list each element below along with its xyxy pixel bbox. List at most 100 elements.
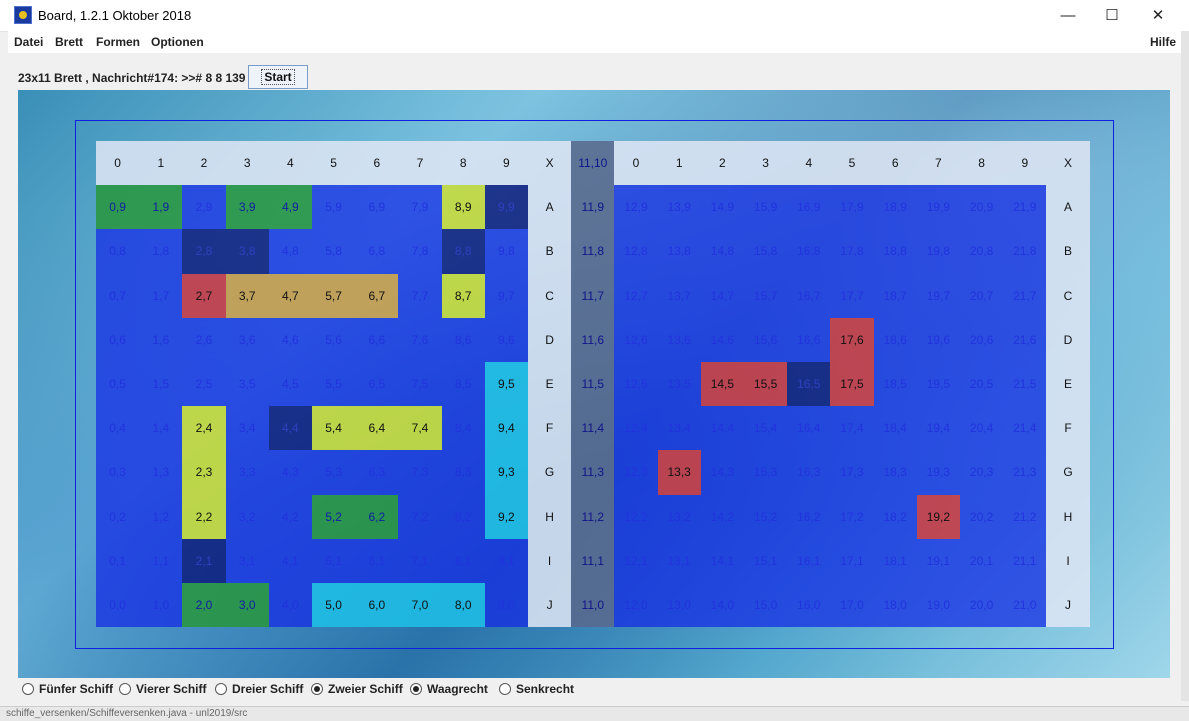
board-cell[interactable]: 21,2 <box>1003 494 1047 539</box>
board-cell[interactable]: 5,8 <box>312 229 356 274</box>
board-cell[interactable]: 7,2 <box>398 494 442 539</box>
board-cell[interactable]: 20,6 <box>960 317 1004 362</box>
board-cell[interactable]: 6,2 <box>355 494 399 539</box>
board-cell[interactable]: 19,0 <box>916 583 960 628</box>
board-cell[interactable]: 17,6 <box>830 317 874 362</box>
board-cell[interactable]: 15,1 <box>744 538 788 583</box>
board-cell[interactable]: 1,1 <box>139 538 183 583</box>
board-cell[interactable]: 21,7 <box>1003 273 1047 318</box>
board-cell[interactable]: 14,9 <box>700 185 744 230</box>
option-fuenfer-schiff[interactable]: Fünfer Schiff <box>22 682 113 696</box>
board-cell[interactable]: 2,1 <box>182 538 226 583</box>
board-cell[interactable]: 2,9 <box>182 185 226 230</box>
board-cell[interactable]: 5,9 <box>312 185 356 230</box>
radio-vierer[interactable] <box>119 683 131 695</box>
board-cell[interactable]: 21,9 <box>1003 185 1047 230</box>
board-cell[interactable]: 15,7 <box>744 273 788 318</box>
board-cell[interactable]: 4,1 <box>268 538 312 583</box>
board-cell[interactable]: 7,4 <box>398 406 442 451</box>
board-cell[interactable]: 1,7 <box>139 273 183 318</box>
board-cell[interactable]: 8,9 <box>441 185 485 230</box>
board-cell[interactable]: 20,9 <box>960 185 1004 230</box>
board-cell[interactable]: 20,1 <box>960 538 1004 583</box>
board-cell[interactable]: 1,5 <box>139 362 183 407</box>
option-dreier-schiff[interactable]: Dreier Schiff <box>215 682 303 696</box>
board-cell[interactable]: 9,9 <box>484 185 528 230</box>
board-cell[interactable]: 15,6 <box>744 317 788 362</box>
board-cell[interactable]: 13,5 <box>657 362 701 407</box>
board-cell[interactable]: 0,3 <box>96 450 140 495</box>
board-cell[interactable]: 3,8 <box>225 229 269 274</box>
board-cell[interactable]: 13,4 <box>657 406 701 451</box>
board-cell[interactable]: 5,3 <box>312 450 356 495</box>
board-cell[interactable]: 16,0 <box>787 583 831 628</box>
board-cell[interactable]: 7,8 <box>398 229 442 274</box>
board-cell[interactable]: 17,0 <box>830 583 874 628</box>
board-cell[interactable]: 16,4 <box>787 406 831 451</box>
board-cell[interactable]: 20,2 <box>960 494 1004 539</box>
board-cell[interactable]: 15,2 <box>744 494 788 539</box>
board-cell[interactable]: 3,5 <box>225 362 269 407</box>
board-cell[interactable]: 5,0 <box>312 583 356 628</box>
board-cell[interactable]: 15,4 <box>744 406 788 451</box>
option-vierer-schiff[interactable]: Vierer Schiff <box>119 682 206 696</box>
board-cell[interactable]: 12,2 <box>614 494 658 539</box>
board-cell[interactable]: 9,2 <box>484 494 528 539</box>
board-cell[interactable]: 9,1 <box>484 538 528 583</box>
board-cell[interactable]: 19,4 <box>916 406 960 451</box>
board-cell[interactable]: 15,8 <box>744 229 788 274</box>
board-cell[interactable]: 16,6 <box>787 317 831 362</box>
board-cell[interactable]: 19,7 <box>916 273 960 318</box>
board-cell[interactable]: 18,3 <box>873 450 917 495</box>
maximize-button[interactable]: ☐ <box>1105 7 1119 24</box>
menu-hilfe[interactable]: Hilfe <box>1150 35 1177 49</box>
board-cell[interactable]: 18,9 <box>873 185 917 230</box>
board-cell[interactable]: 8,3 <box>441 450 485 495</box>
board-cell[interactable]: 18,2 <box>873 494 917 539</box>
menu-formen[interactable]: Formen <box>96 35 141 49</box>
board-cell[interactable]: 12,3 <box>614 450 658 495</box>
minimize-button[interactable]: — <box>1060 7 1076 24</box>
board-cell[interactable]: 2,2 <box>182 494 226 539</box>
board-cell[interactable]: 8,0 <box>441 583 485 628</box>
board-cell[interactable]: 17,1 <box>830 538 874 583</box>
board-cell[interactable]: 15,3 <box>744 450 788 495</box>
scrollbar-right[interactable] <box>1181 31 1189 701</box>
board-cell[interactable]: 2,5 <box>182 362 226 407</box>
board-cell[interactable]: 14,0 <box>700 583 744 628</box>
board-cell[interactable]: 3,6 <box>225 317 269 362</box>
board-cell[interactable]: 8,2 <box>441 494 485 539</box>
board-cell[interactable]: 13,3 <box>657 450 701 495</box>
board-cell[interactable]: 12,7 <box>614 273 658 318</box>
board-cell[interactable]: 16,3 <box>787 450 831 495</box>
board-cell[interactable]: 14,1 <box>700 538 744 583</box>
board-cell[interactable]: 6,4 <box>355 406 399 451</box>
board-cell[interactable]: 15,5 <box>744 362 788 407</box>
board-cell[interactable]: 4,8 <box>268 229 312 274</box>
board-cell[interactable]: 12,0 <box>614 583 658 628</box>
board-cell[interactable]: 7,5 <box>398 362 442 407</box>
board-cell[interactable]: 21,3 <box>1003 450 1047 495</box>
board-cell[interactable]: 3,9 <box>225 185 269 230</box>
board-cell[interactable]: 14,6 <box>700 317 744 362</box>
option-zweier-schiff[interactable]: Zweier Schiff <box>311 682 403 696</box>
board-cell[interactable]: 19,2 <box>916 494 960 539</box>
board-cell[interactable]: 4,3 <box>268 450 312 495</box>
board-cell[interactable]: 3,7 <box>225 273 269 318</box>
radio-waagrecht[interactable] <box>410 683 422 695</box>
board-cell[interactable]: 17,4 <box>830 406 874 451</box>
board-cell[interactable]: 1,0 <box>139 583 183 628</box>
board-cell[interactable]: 15,9 <box>744 185 788 230</box>
board-cell[interactable]: 18,4 <box>873 406 917 451</box>
board-cell[interactable]: 19,9 <box>916 185 960 230</box>
board-cell[interactable]: 3,4 <box>225 406 269 451</box>
board-cell[interactable]: 20,8 <box>960 229 1004 274</box>
board-cell[interactable]: 8,8 <box>441 229 485 274</box>
board-cell[interactable]: 7,7 <box>398 273 442 318</box>
close-button[interactable]: ✕ <box>1151 7 1165 24</box>
board-cell[interactable]: 6,1 <box>355 538 399 583</box>
board-cell[interactable]: 16,1 <box>787 538 831 583</box>
board-cell[interactable]: 21,4 <box>1003 406 1047 451</box>
board-cell[interactable]: 7,6 <box>398 317 442 362</box>
board-cell[interactable]: 3,1 <box>225 538 269 583</box>
